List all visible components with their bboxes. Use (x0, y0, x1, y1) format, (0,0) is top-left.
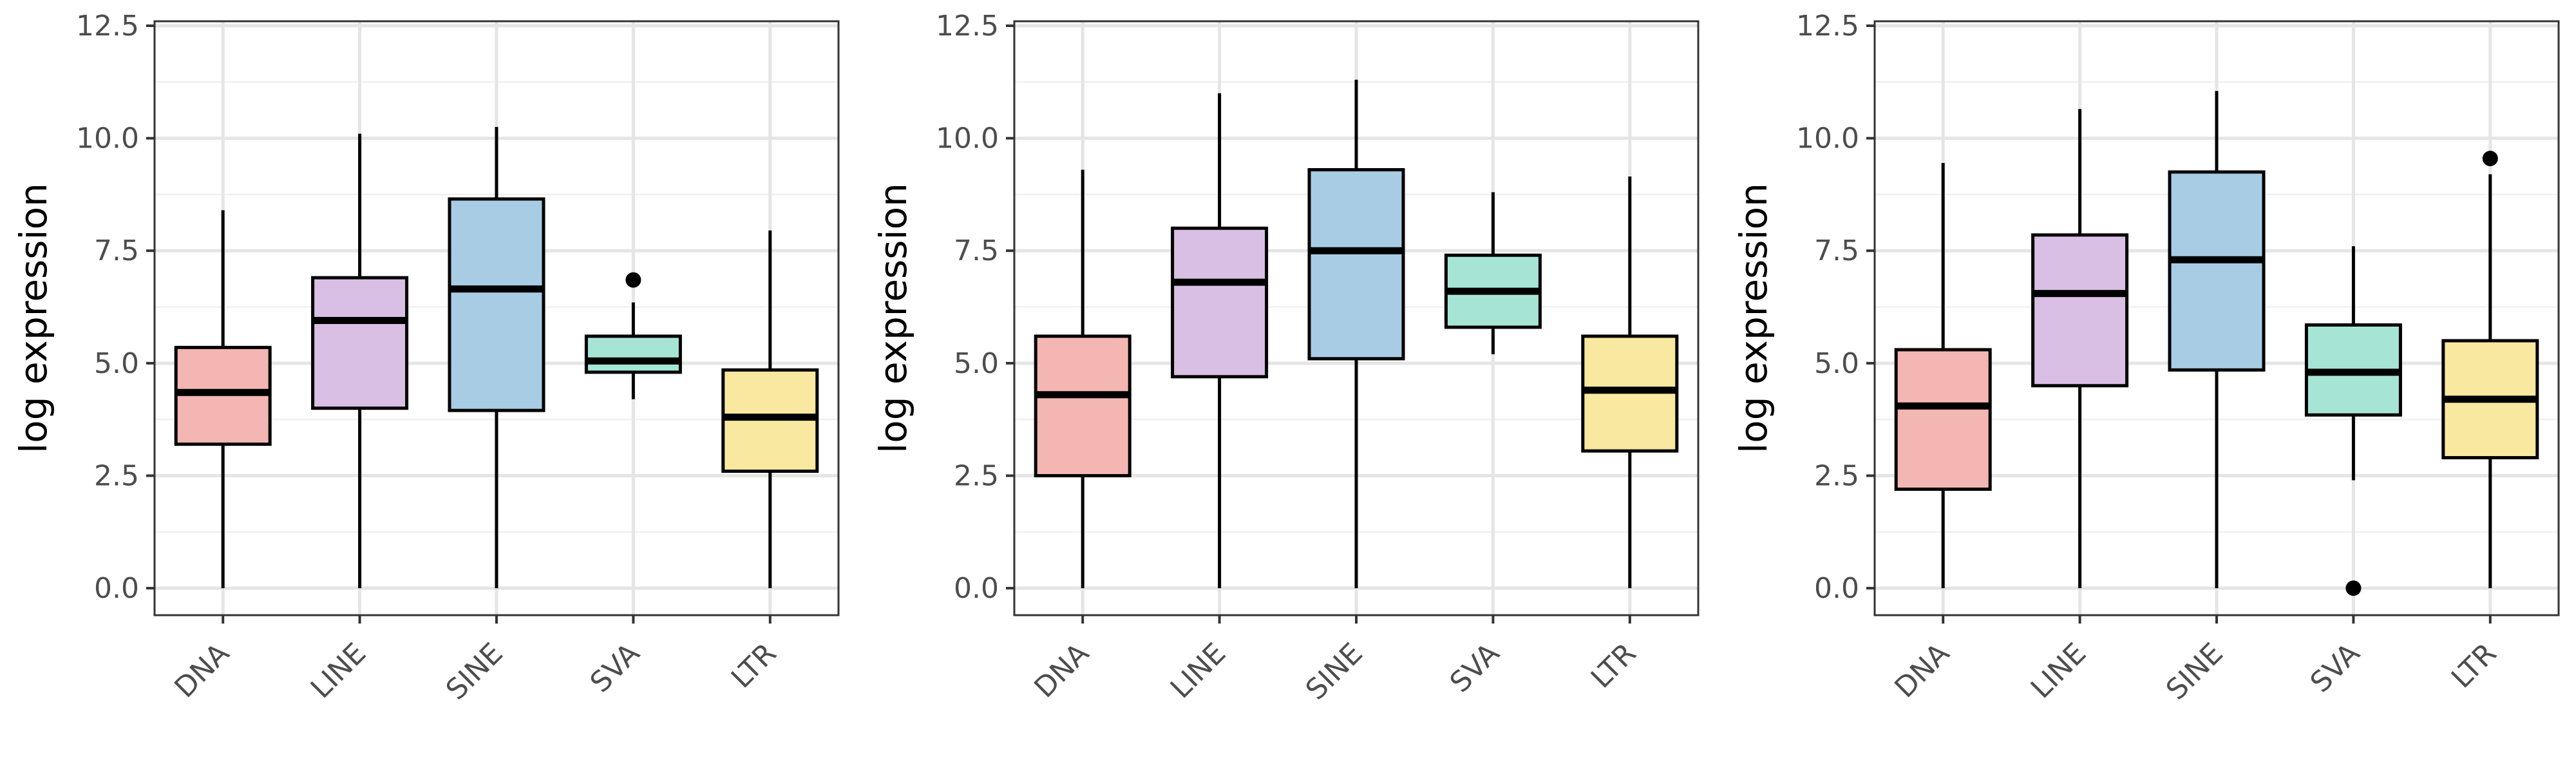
box-body (1307, 168, 1405, 361)
y-axis-title: log expression (12, 183, 55, 453)
box-ltr (2441, 151, 2539, 589)
y-tick-label: 7.5 (1814, 234, 1859, 267)
y-axis-title: log expression (871, 183, 915, 453)
box-ltr (721, 230, 819, 589)
y-tick-label: 12.5 (1796, 10, 1859, 43)
box-line (311, 133, 409, 589)
box-dna (174, 210, 272, 589)
box-line (1171, 93, 1269, 589)
y-tick-label: 0.0 (94, 572, 139, 605)
box-dna (1894, 163, 1992, 589)
y-tick-label: 5.0 (954, 347, 999, 380)
box-sva (584, 272, 682, 399)
box-body (2031, 233, 2129, 388)
y-tick-label: 5.0 (1814, 347, 1859, 380)
box-body (1894, 348, 1992, 491)
box-sine (2168, 91, 2266, 589)
box-body (1034, 334, 1132, 477)
y-tick-label: 7.5 (94, 234, 139, 267)
outlier-point (2345, 580, 2362, 596)
y-tick-label: 2.5 (954, 459, 999, 492)
box-sine (448, 127, 545, 589)
box-body (448, 197, 545, 412)
y-tick-label: 5.0 (94, 347, 139, 380)
box-ltr (1581, 176, 1679, 589)
box-body (584, 334, 682, 374)
box-sva (1444, 192, 1542, 354)
outlier-point (625, 272, 641, 288)
box-dna (1034, 169, 1132, 589)
box-body (311, 276, 409, 410)
y-tick-label: 0.0 (954, 572, 999, 605)
box-line (2031, 109, 2129, 589)
outlier-point (2482, 151, 2498, 167)
y-tick-label: 2.5 (94, 459, 139, 492)
y-tick-label: 7.5 (954, 234, 999, 267)
box-sva (2304, 246, 2402, 596)
box-body (1171, 226, 1269, 379)
y-tick-label: 10.0 (76, 122, 139, 155)
y-tick-label: 2.5 (1814, 459, 1859, 492)
box-sine (1307, 79, 1405, 589)
y-tick-label: 12.5 (936, 10, 999, 43)
y-tick-label: 10.0 (936, 122, 999, 155)
y-tick-label: 10.0 (1796, 122, 1859, 155)
y-tick-label: 12.5 (76, 10, 139, 43)
y-tick-label: 0.0 (1814, 572, 1859, 605)
y-axis-title: log expression (1732, 183, 1776, 453)
box-body (2168, 170, 2266, 372)
